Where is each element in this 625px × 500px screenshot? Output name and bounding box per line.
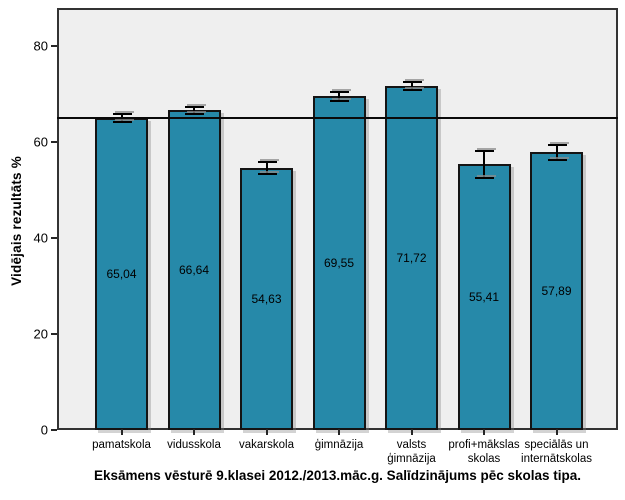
bar [385,86,438,430]
error-bar-cap-top [402,81,422,84]
error-bar-cap-bottom [402,88,422,91]
x-axis-tick [555,429,558,435]
bar-value-label: 55,41 [468,290,500,305]
x-axis-tick [265,429,268,435]
x-axis-tick-label: vakarskola [239,439,294,451]
x-axis-tick [193,429,195,435]
error-bar-line [338,91,340,102]
bar-value-label: 69,55 [323,256,355,271]
y-axis-tick [51,237,57,240]
error-bar-cap-bottom [547,158,567,161]
y-axis-tick [51,429,57,431]
chart-title: Eksāmens vēsturē 9.klasei 2012./2013.māc… [93,468,582,483]
error-bar-line [193,107,195,114]
bar-value-label: 57,89 [541,284,572,299]
x-axis-tick-label: profi+mākslas skolas [448,439,520,465]
error-bar-cap-top [185,106,204,109]
y-axis-tick-label: 80 [33,38,48,54]
bar [95,118,148,430]
bar-value-label: 66,64 [178,263,210,278]
error-bar-cap-top [547,144,567,147]
error-bar-cap-top [257,160,277,163]
bar [312,96,366,430]
error-bar-cap-bottom [330,100,349,103]
y-axis-tick-label: 0 [40,422,48,438]
error-bar-cap-bottom [257,173,277,176]
y-axis-tick-label: 60 [33,134,48,150]
x-axis-tick-label: pamatskola [92,439,151,451]
x-axis-tick [338,429,340,435]
x-axis-tick [120,429,123,435]
error-bar-cap-top [112,113,132,116]
x-axis-tick-label: ģimnāzija [314,439,364,451]
bar [530,152,583,430]
y-axis-tick [51,333,57,336]
error-bar-line [265,161,268,175]
error-bar-cap-bottom [112,120,132,123]
error-bar-cap-top [330,90,349,93]
y-axis-tick-label: 20 [33,326,48,342]
x-axis-tick-label: vidusskola [167,439,221,451]
x-axis-tick-label: valsts ģimnāzija [387,439,436,465]
bar-value-label: 54,63 [251,292,282,306]
error-bar-cap-top [475,149,494,152]
error-bar-line [555,145,558,160]
bar [240,168,293,430]
error-bar-cap-bottom [475,176,494,179]
reference-line [57,117,618,120]
error-bar-line [410,82,413,90]
error-bar-cap-bottom [185,112,204,115]
bar-value-label: 65,04 [106,267,137,282]
x-axis-tick [483,429,485,435]
bar-value-label: 71,72 [396,251,427,266]
error-bar-line [483,150,485,178]
x-axis-tick [410,429,413,435]
y-axis-tick [51,45,57,48]
x-axis-tick-label: speciālās un internātskolas [521,439,592,465]
y-axis-tick-label: 40 [33,230,48,246]
y-axis-tick [51,141,57,144]
